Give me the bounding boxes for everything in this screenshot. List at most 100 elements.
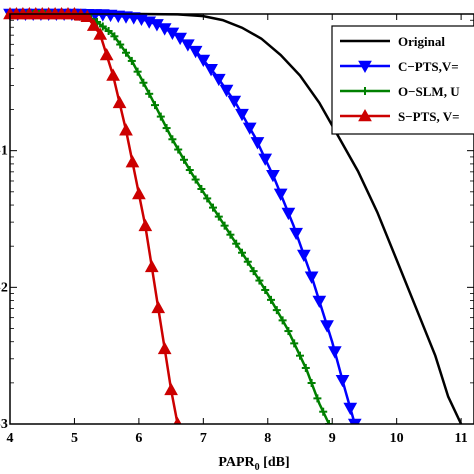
marker-triangle-down [227,95,242,109]
marker-plus [104,26,113,35]
marker-triangle-up [93,27,108,40]
marker-plus [238,248,246,257]
marker-triangle-down [312,295,327,309]
legend-item: C−PTS,V= [340,59,459,74]
marker-triangle-up [164,382,178,396]
series-line [10,12,331,424]
marker-triangle-up [112,95,127,109]
legend: Original C−PTS,V= O−SLM, U S−PTS, V= [331,25,474,135]
marker-triangle-up [138,218,153,232]
marker-triangle-down [258,153,273,166]
legend-label: Original [398,34,445,49]
marker-plus [226,230,235,239]
series-3 [3,6,182,424]
marker-plus [361,87,369,95]
marker-plus [284,327,293,336]
marker-triangle-down [304,271,319,284]
plot-frame [9,13,474,425]
series-1 [3,8,362,424]
x-tick-label: 6 [135,431,142,446]
marker-plus [209,203,217,212]
marker-triangle-up [86,18,101,31]
marker-triangle-up [358,108,372,122]
series-2 [6,10,333,424]
x-tick-label: 10 [390,431,404,446]
marker-triangle-up [119,123,133,136]
marker-plus [278,316,287,325]
x-tick-label: 7 [200,431,207,446]
marker-triangle-down [188,45,203,59]
marker-triangle-down [343,402,358,416]
marker-triangle-up [125,155,140,168]
x-axis-label-subscript: 0 [255,462,260,473]
marker-plus [156,112,165,121]
x-tick-label: 4 [7,431,14,446]
marker-triangle-down [204,64,218,77]
marker-plus [232,239,241,248]
marker-plus [174,145,183,154]
legend-item: S−PTS, V= [340,108,460,124]
marker-triangle-up [106,68,120,81]
marker-triangle-down [289,227,303,241]
x-tick-label: 11 [454,431,467,446]
x-axis-label: PAPR0 [dB] [218,455,289,473]
x-axis-label-main: PAPR [218,455,255,470]
marker-plus [220,221,229,230]
marker-triangle-down [320,320,334,333]
marker-triangle-down [235,108,249,122]
marker-triangle-down [196,54,211,68]
marker-plus [110,32,119,41]
marker-plus [133,67,142,76]
marker-triangle-down [335,374,350,388]
y-tick-label: -1 [0,144,8,159]
marker-plus [325,420,333,424]
marker-triangle-up [80,9,95,23]
marker-plus [203,194,212,203]
legend-label: C−PTS,V= [398,59,459,74]
marker-triangle-down [281,207,296,221]
x-tick-label: 8 [264,431,271,446]
marker-triangle-up [151,300,166,314]
marker-plus [301,363,310,372]
marker-plus [272,306,281,315]
marker-triangle-down [173,32,187,46]
marker-plus [197,184,206,193]
marker-plus [296,351,304,360]
marker-triangle-up [99,47,114,61]
marker-plus [243,257,252,266]
marker-plus [98,22,107,31]
marker-plus [214,212,223,221]
marker-plus [145,89,154,98]
marker-triangle-down [242,122,257,135]
marker-plus [127,56,136,65]
y-tick-label: -2 [0,280,8,295]
marker-plus [122,48,130,57]
marker-plus [191,175,200,184]
marker-triangle-down [219,84,234,98]
marker-triangle-up [144,259,159,273]
x-tick-label: 9 [329,431,336,446]
tick-labels: 4 5 6 7 8 9 10 11 -1 -2 -3 [0,144,468,446]
marker-plus [185,166,194,175]
x-axis-label-unit: [dB] [260,455,290,470]
marker-plus [313,394,322,403]
series-line [10,12,179,424]
marker-triangle-down [250,137,265,150]
marker-triangle-down [297,249,311,263]
marker-plus [116,40,125,49]
marker-plus [267,295,275,304]
marker-triangle-down [266,169,280,183]
y-tick-label: -3 [0,417,8,432]
legend-label: O−SLM, U [398,84,460,99]
marker-triangle-down [181,39,195,52]
marker-plus [290,339,299,348]
marker-triangle-down [327,346,342,359]
marker-triangle-up [157,341,172,355]
marker-plus [249,267,258,276]
marker-triangle-down [347,418,362,424]
marker-plus [168,135,177,144]
marker-triangle-down [211,73,226,87]
legend-label: S−PTS, V= [398,109,460,124]
marker-plus [261,285,270,294]
